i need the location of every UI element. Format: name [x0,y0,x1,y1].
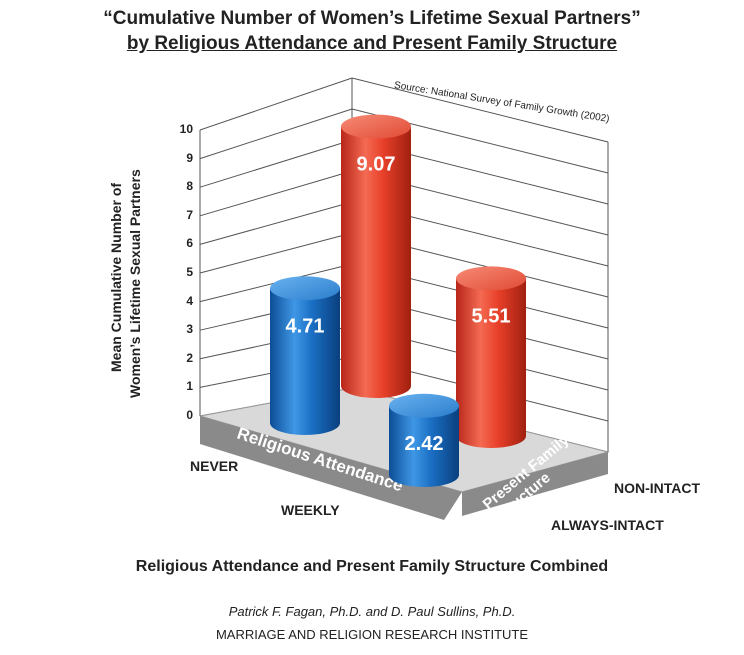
organization-credit: MARRIAGE AND RELIGION RESEARCH INSTITUTE [215,627,529,642]
category-always-intact: ALWAYS-INTACT [551,517,664,533]
bar-weekly-always-intact-value-label: 2.42 [405,433,444,455]
bar-never-non-intact-top [341,114,411,139]
category-non-intact: NON-INTACT [614,480,701,496]
grid-line-left [199,201,353,245]
grid-line-left [199,170,353,217]
author-credit: Patrick F. Fagan, Ph.D. and D. Paul Sull… [228,604,516,619]
y-axis-label-line2: Women’s Lifetime Sexual Partners [127,169,143,398]
bar-weekly-always-intact-top [389,393,459,418]
grid-line-left [199,232,353,274]
y-tick-label: 6 [186,236,193,251]
bar-weekly-non-intact-body [456,278,526,448]
bar-never-always-intact: 4.71 [270,276,340,435]
y-tick-label: 8 [186,179,193,194]
bar-weekly-always-intact: 2.42 [389,393,459,487]
bar-never-non-intact-body [341,126,411,399]
bar-never-non-intact-value-label: 9.07 [357,154,396,176]
bar-never-always-intact-body [270,288,340,435]
x-axis-title: Religious Attendance and Present Family … [135,558,609,575]
bar-never-non-intact: 9.07 [341,114,411,399]
y-tick-label: 3 [186,322,193,337]
bar-weekly-non-intact: 5.51 [456,266,526,448]
y-tick-label: 5 [186,265,193,279]
bars-group: 9.07 5.51 4.71 2.42 [270,114,526,487]
bar-weekly-always-intact-body [389,405,459,487]
bar-weekly-non-intact-top [456,266,526,291]
bar-never-always-intact-top [270,276,340,301]
y-axis-label-line1: Mean Cumulative Number of [108,182,124,372]
y-tick-label: 1 [186,379,193,394]
grid-line-left [199,139,353,188]
grid-line-left [199,77,353,131]
religious-attendance-band [200,416,462,520]
chart-title: “Cumulative Number of Women’s Lifetime S… [103,8,641,29]
grid-line-right [351,77,609,143]
y-tick-label: 9 [186,150,193,165]
bar-never-always-intact-value-label: 4.71 [286,315,325,337]
grid-line-left [199,108,353,160]
y-tick-label: 4 [186,293,193,308]
y-tick-label: 0 [186,408,193,422]
y-tick-label: 10 [179,122,193,136]
y-tick-label: 2 [186,350,193,365]
category-weekly: WEEKLY [281,502,340,518]
category-never: NEVER [190,458,239,474]
bar-weekly-non-intact-value-label: 5.51 [472,305,511,327]
family-structure-band [462,452,608,516]
y-tick-label: 7 [186,207,193,222]
chart-subtitle: by Religious Attendance and Present Fami… [126,33,618,54]
